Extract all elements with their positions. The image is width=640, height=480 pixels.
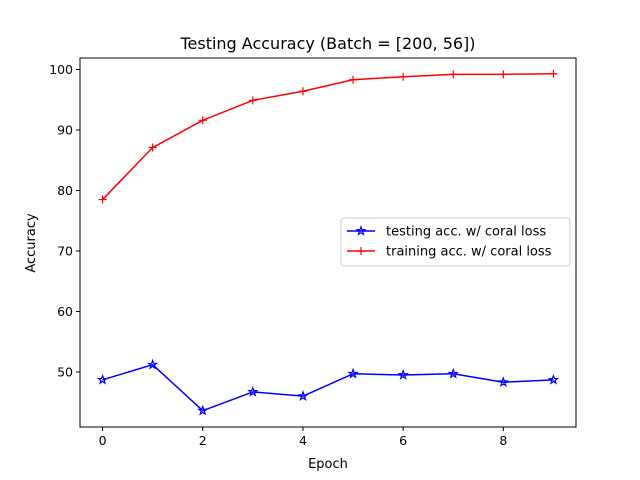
data-point-s0-2 [197,404,209,416]
data-point-s0-8 [497,376,510,388]
data-point-s1-4 [298,87,307,96]
legend-marker-0 [355,224,367,236]
x-tick-label-2: 4 [299,433,307,448]
series-line-0 [102,363,554,412]
data-point-s0-3 [247,385,259,397]
data-point-s1-1 [148,143,157,152]
x-axis-label: Epoch [308,457,348,472]
data-point-s0-9 [547,373,560,385]
axes: 0 2 4 6 8 50 60 70 80 90 100 [49,57,577,448]
legend: testing acc. w/ coral loss training acc. … [340,217,571,267]
data-point-s0-0 [96,373,109,385]
data-point-s0-7 [447,367,459,379]
plot-frame [79,57,577,428]
data-point-s0-1 [146,358,159,370]
legend-box [340,217,571,267]
legend-label-1: training acc. w/ coral loss [386,245,552,260]
data-point-s0-6 [397,368,409,380]
x-tick-label-1: 2 [199,433,207,448]
data-point-s1-2 [198,116,207,125]
series-0 [96,358,560,416]
plot-area [96,69,560,416]
data-point-s1-3 [248,96,257,105]
data-point-s1-5 [349,75,358,84]
data-point-s1-7 [449,70,458,79]
y-tick-label-5: 100 [49,62,73,77]
y-tick-label-2: 70 [57,243,73,258]
data-point-s1-9 [549,69,558,78]
y-tick-label-3: 80 [57,183,73,198]
data-point-s0-5 [347,367,359,379]
legend-marker-1 [357,247,365,255]
x-tick-label-0: 0 [99,433,107,448]
data-point-s0-4 [297,390,309,402]
x-tick-label-4: 8 [499,433,507,448]
data-point-s1-6 [399,72,408,81]
series-1 [98,69,558,204]
y-axis-label: Accuracy [24,213,39,273]
chart-title: Testing Accuracy (Batch = [200, 56]) [179,34,475,53]
x-tick-label-3: 6 [399,433,407,448]
data-point-s1-0 [98,195,107,204]
y-tick-label-0: 50 [57,364,73,379]
y-tick-label-4: 90 [57,122,73,137]
legend-label-0: testing acc. w/ coral loss [386,225,546,240]
series-line-1 [102,72,554,201]
data-point-s1-8 [499,70,508,79]
y-tick-label-1: 60 [57,304,73,319]
